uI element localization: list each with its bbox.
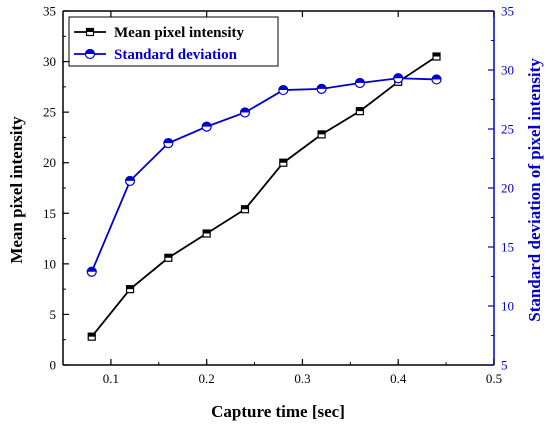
y-left-tick-label: 30: [43, 54, 56, 69]
legend-label: Standard deviation: [114, 47, 238, 63]
mean-intensity-point: [240, 205, 250, 214]
std-deviation-point: [201, 121, 212, 132]
marker-fill: [240, 107, 250, 113]
y-right-tick-label: 10: [501, 299, 514, 314]
std-deviation-point: [354, 77, 366, 89]
mean-intensity-point: [164, 253, 173, 262]
marker-fill: [164, 254, 172, 258]
y-left-tick-label: 5: [50, 307, 57, 322]
std-deviation-point: [124, 175, 136, 187]
marker-fill: [203, 230, 211, 234]
std-deviation-point: [316, 83, 327, 94]
std-deviation-point: [239, 107, 251, 118]
x-tick-label: 0.1: [103, 371, 119, 386]
marker-fill: [88, 333, 96, 337]
marker-fill: [202, 122, 212, 127]
std-deviation-point: [86, 266, 97, 277]
marker-fill: [318, 130, 326, 135]
legend-label: Mean pixel intensity: [114, 25, 244, 41]
x-axis-title: Capture time [sec]: [211, 402, 345, 421]
mean-intensity-point: [432, 52, 441, 61]
marker-fill: [317, 84, 327, 89]
marker-fill: [126, 285, 134, 290]
std-deviation-point: [393, 73, 404, 84]
y-left-tick-label: 25: [43, 105, 56, 120]
mean-intensity-point: [87, 332, 96, 341]
y-right-tick-label: 20: [501, 181, 514, 196]
y-right-tick-label: 5: [501, 358, 508, 373]
legend: Mean pixel intensity Standard deviation: [68, 16, 279, 67]
legend-marker: [84, 48, 96, 60]
marker-fill: [86, 28, 94, 32]
std-deviation-point: [278, 84, 289, 96]
legend-marker: [85, 27, 95, 37]
marker-fill: [87, 267, 97, 272]
y-left-tick-label: 20: [43, 155, 56, 170]
x-tick-label: 0.5: [486, 371, 502, 386]
y-left-tick-label: 10: [43, 256, 56, 271]
marker-fill: [278, 85, 288, 91]
marker-fill: [125, 176, 135, 181]
marker-fill: [356, 107, 364, 112]
mean-intensity-point: [317, 130, 326, 139]
x-tick-label: 0.2: [199, 371, 215, 386]
y-right-tick-label: 25: [501, 122, 514, 137]
marker-fill: [85, 49, 95, 54]
legend-box: [68, 16, 279, 67]
std-deviation-line: [90, 77, 437, 273]
marker-fill: [432, 74, 442, 80]
y-left-tick-label: 15: [43, 206, 56, 221]
y-right-tick-label: 30: [501, 63, 514, 78]
mean-intensity-line: [91, 55, 438, 338]
marker-fill: [163, 138, 173, 144]
axes: 0.1 0.2 0.3 0.4 0.5 0 5 10 15 20 25 30 35 5 10 15 20 25 30…: [43, 4, 514, 387]
y-axis-right-title: Standard deviation of pixel intensity: [525, 58, 544, 322]
y-right-tick-label: 15: [501, 240, 514, 255]
std-deviation-point: [431, 74, 442, 85]
x-tick-label: 0.3: [294, 371, 310, 386]
marker-fill: [355, 78, 365, 83]
mean-intensity-point: [279, 158, 288, 167]
marker-fill: [433, 53, 441, 57]
std-deviation-point: [163, 138, 174, 149]
marker-fill: [279, 159, 287, 163]
y-left-tick-label: 0: [50, 358, 57, 373]
mean-intensity-point: [202, 229, 211, 238]
y-right-tick-label: 35: [501, 4, 514, 19]
series-layer: [86, 52, 442, 341]
marker-fill: [393, 73, 403, 79]
x-tick-label: 0.4: [390, 371, 407, 386]
mean-intensity-point: [125, 285, 135, 294]
y-axis-left-title: Mean pixel intensity: [7, 116, 26, 264]
marker-fill: [241, 205, 249, 210]
mean-intensity-point: [355, 107, 365, 116]
y-left-tick-label: 35: [43, 4, 56, 19]
